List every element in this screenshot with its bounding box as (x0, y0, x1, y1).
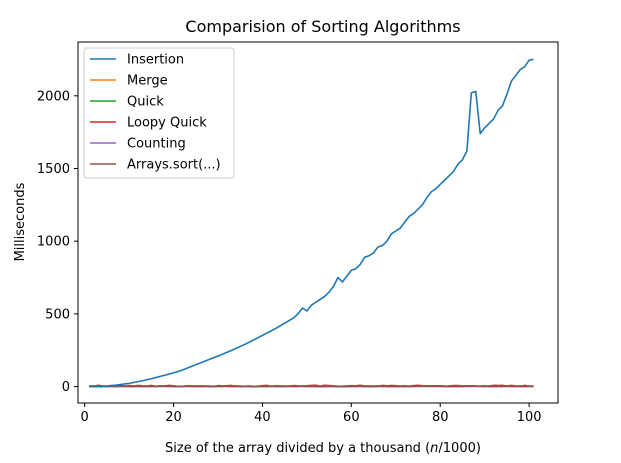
chart-title: Comparision of Sorting Algorithms (185, 17, 460, 36)
legend-entry: Counting (127, 137, 186, 152)
x-axis-label: Size of the array divided by a thousand … (165, 441, 481, 456)
y-tick-label: 1000 (37, 235, 70, 250)
x-tick-label: 100 (517, 410, 542, 425)
axes-frame (77, 41, 559, 404)
legend-entry: Quick (127, 95, 164, 110)
legend-frame (83, 47, 235, 179)
x-tick-label: 60 (343, 410, 360, 425)
x-tick-label: 20 (165, 410, 182, 425)
y-axis-label: Milliseconds (13, 182, 28, 261)
legend-entry: Insertion (127, 53, 184, 68)
y-tick-label: 0 (62, 380, 70, 395)
series-line-arrays-sort (89, 385, 534, 388)
x-axis: 0 20 40 60 80 100 (81, 403, 542, 425)
x-tick-label: 40 (254, 410, 271, 425)
y-tick-label: 1500 (37, 162, 70, 177)
y-tick-label: 500 (45, 307, 70, 322)
plot-area (89, 58, 534, 388)
series-line-insertion (89, 58, 534, 388)
legend-entry: Arrays.sort(...) (127, 158, 221, 173)
x-tick-label: 0 (81, 410, 89, 425)
x-tick-label: 80 (432, 410, 449, 425)
legend-entry: Merge (127, 74, 168, 89)
y-axis: 0 500 1000 1500 2000 (37, 89, 78, 395)
legend: Insertion Merge Quick Loopy Quick Counting Ar… (83, 47, 235, 179)
legend-entry: Loopy Quick (127, 116, 207, 131)
y-tick-label: 2000 (37, 89, 70, 104)
